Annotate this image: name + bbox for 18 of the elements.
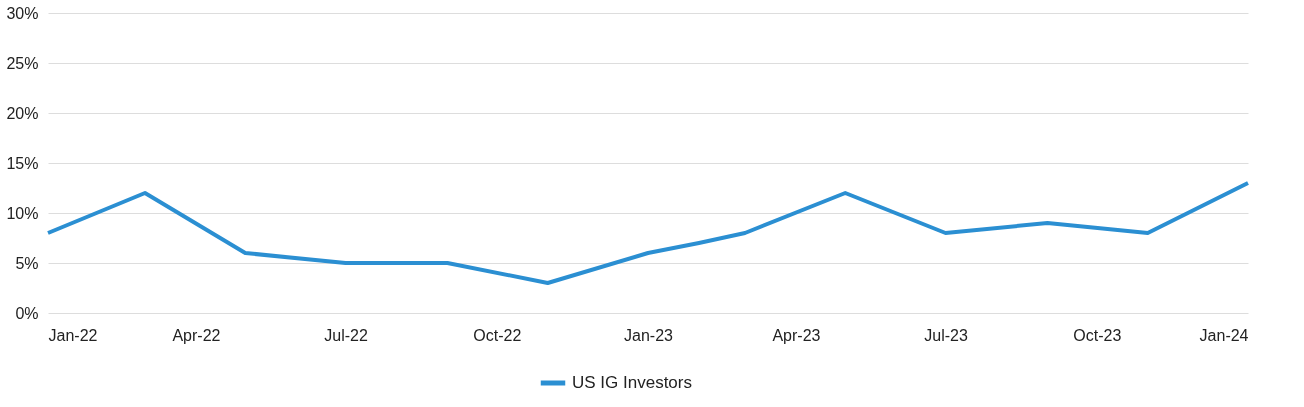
y-tick-label: 25%: [6, 54, 39, 72]
x-tick-label: Jul-22: [324, 326, 368, 344]
y-tick-label: 15%: [6, 154, 39, 172]
x-tick-label: Oct-23: [1073, 326, 1122, 344]
y-tick-label: 20%: [6, 104, 39, 122]
legend-label: US IG Investors: [572, 373, 692, 392]
x-tick-label: Apr-23: [772, 326, 821, 344]
y-tick-label: 0%: [15, 304, 39, 322]
y-tick-label: 10%: [6, 204, 39, 222]
y-tick-label: 30%: [6, 4, 39, 22]
x-tick-label: Apr-22: [172, 326, 221, 344]
x-tick-label: Jul-23: [924, 326, 968, 344]
x-tick-label: Jan-23: [624, 326, 674, 344]
y-tick-label: 5%: [15, 254, 39, 272]
x-tick-label: Jan-24: [1199, 326, 1249, 344]
line-series: [46, 181, 1250, 285]
x-tick-label: Jan-22: [48, 326, 98, 344]
x-tick-label: Oct-22: [473, 326, 522, 344]
